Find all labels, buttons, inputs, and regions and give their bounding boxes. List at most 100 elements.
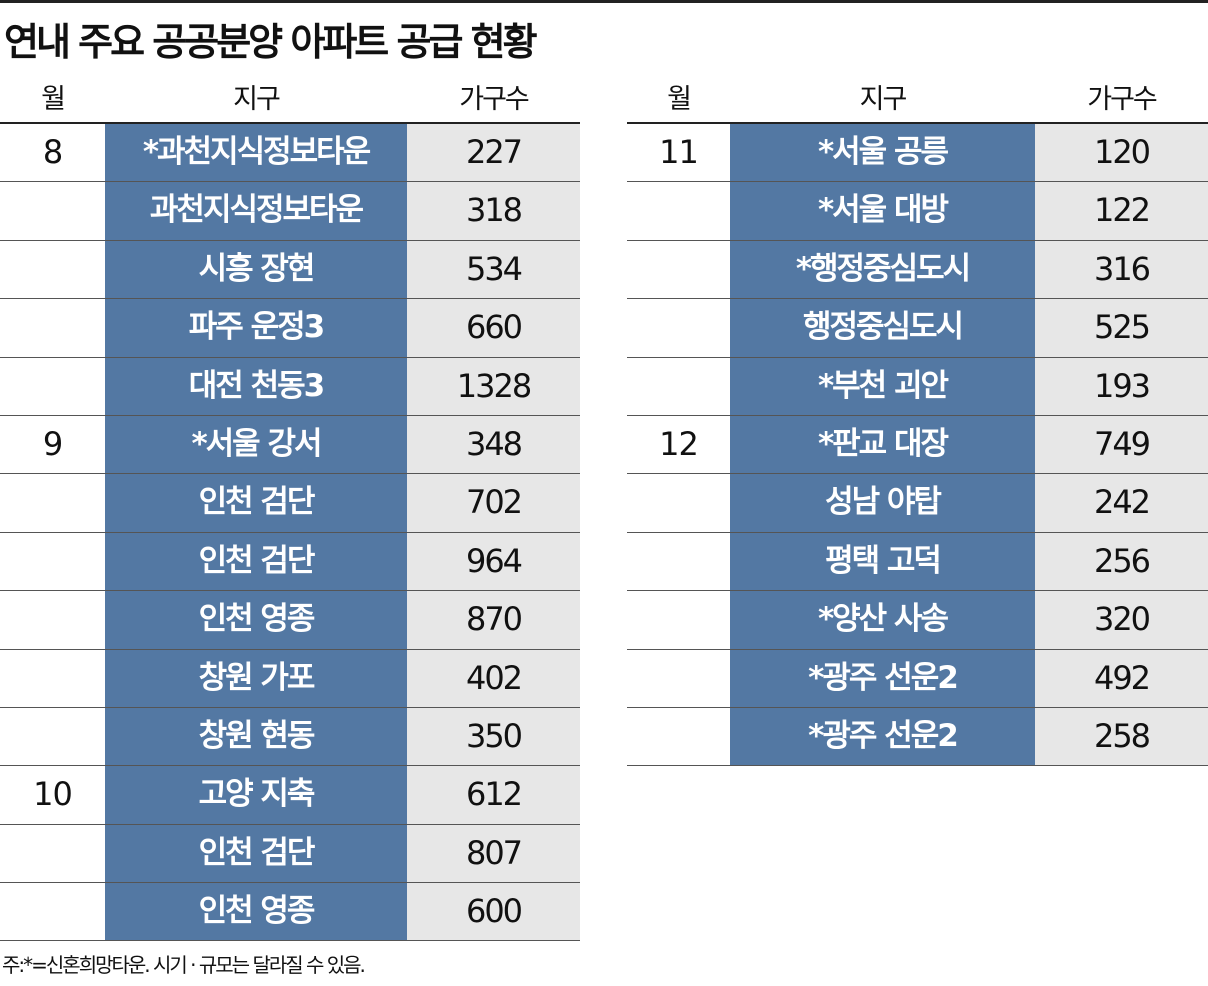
table-row: 12 *판교 대장 749 <box>627 415 1208 475</box>
header-month: 월 <box>41 84 66 115</box>
district-cell: *행정중심도시 <box>730 240 1035 299</box>
district-cell: 파주 운정3 <box>105 299 407 357</box>
units-cell: 1328 <box>407 357 580 415</box>
units-cell: 350 <box>407 707 580 766</box>
month-cell <box>627 708 730 765</box>
table-row: 파주 운정3 660 <box>0 299 580 358</box>
table-row: 성남 야탑 242 <box>627 474 1208 533</box>
month-cell <box>627 358 730 415</box>
table-body: 11 *서울 공릉 120 *서울 대방 122 *행정중심도시 316 행정중심도시 525 *… <box>627 124 1208 767</box>
header-units: 가구수 <box>459 84 530 115</box>
units-cell: 193 <box>1035 357 1208 415</box>
district-cell: 인천 검단 <box>105 532 407 591</box>
units-cell: 122 <box>1035 182 1208 240</box>
table-row: 인천 영종 870 <box>0 591 580 650</box>
table-row: 인천 검단 702 <box>0 474 580 533</box>
district-cell: *부천 괴안 <box>730 357 1035 415</box>
month-cell: 11 <box>659 133 699 171</box>
table-row: 인천 검단 807 <box>0 824 580 884</box>
units-cell: 612 <box>407 766 580 824</box>
table-row: 10 고양 지축 612 <box>0 766 580 825</box>
month-cell <box>0 591 105 648</box>
header-units: 가구수 <box>1087 84 1158 115</box>
table-body: 8 *과천지식정보타운 227 과천지식정보타운 318 시흥 장현 534 파주 운정3 66… <box>0 124 580 942</box>
month-cell <box>0 883 105 940</box>
month-cell: 9 <box>42 424 63 463</box>
table-row: 행정중심도시 525 <box>627 299 1208 358</box>
units-cell: 870 <box>407 591 580 649</box>
page-title: 연내 주요 공공분양 아파트 공급 현황 <box>4 20 538 64</box>
month-cell: 8 <box>42 133 63 171</box>
table-row: *부천 괴안 193 <box>627 357 1208 416</box>
table-header: 월 지구 가구수 <box>627 78 1208 124</box>
units-cell: 258 <box>1035 707 1208 766</box>
table-row: 대전 천동3 1328 <box>0 357 580 416</box>
district-cell: 과천지식정보타운 <box>105 182 407 240</box>
district-cell: *양산 사송 <box>730 591 1035 649</box>
units-cell: 807 <box>407 824 580 883</box>
month-cell <box>0 299 105 356</box>
table-row: 9 *서울 강서 348 <box>0 415 580 475</box>
district-cell: 고양 지축 <box>105 766 407 824</box>
table-row: *광주 선운2 492 <box>627 649 1208 708</box>
units-cell: 120 <box>1035 124 1208 182</box>
table-row: *행정중심도시 316 <box>627 240 1208 300</box>
month-cell <box>627 533 730 590</box>
month-cell <box>0 358 105 415</box>
table-row: 11 *서울 공릉 120 <box>627 124 1208 183</box>
month-cell <box>627 182 730 239</box>
units-cell: 318 <box>407 182 580 240</box>
right-table: 월 지구 가구수 11 *서울 공릉 120 *서울 대방 122 *행정중심도시 316 행… <box>627 78 1208 767</box>
units-cell: 316 <box>1035 240 1208 299</box>
units-cell: 525 <box>1035 299 1208 357</box>
table-row: 시흥 장현 534 <box>0 240 580 300</box>
units-cell: 600 <box>407 883 580 941</box>
month-cell <box>0 241 105 298</box>
month-cell <box>0 182 105 239</box>
table-row: 8 *과천지식정보타운 227 <box>0 124 580 183</box>
month-cell <box>0 825 105 882</box>
district-cell: 인천 영종 <box>105 591 407 649</box>
district-cell: 행정중심도시 <box>730 299 1035 357</box>
units-cell: 348 <box>407 415 580 474</box>
district-cell: *과천지식정보타운 <box>105 124 407 182</box>
month-cell <box>627 241 730 298</box>
table-row: *광주 선운2 258 <box>627 707 1208 767</box>
district-cell: 평택 고덕 <box>730 532 1035 591</box>
units-cell: 256 <box>1035 532 1208 591</box>
units-cell: 964 <box>407 532 580 591</box>
units-cell: 242 <box>1035 474 1208 532</box>
district-cell: 성남 야탑 <box>730 474 1035 532</box>
month-cell <box>0 533 105 590</box>
month-cell <box>627 650 730 707</box>
table-row: 과천지식정보타운 318 <box>0 182 580 241</box>
month-cell <box>0 474 105 531</box>
units-cell: 660 <box>407 299 580 357</box>
table-row: 인천 검단 964 <box>0 532 580 592</box>
header-district: 지구 <box>859 84 908 115</box>
district-cell: 창원 현동 <box>105 707 407 766</box>
table-header: 월 지구 가구수 <box>0 78 580 124</box>
table-row: 인천 영종 600 <box>0 883 580 942</box>
top-rule <box>0 0 1208 3</box>
district-cell: 인천 검단 <box>105 824 407 883</box>
units-cell: 402 <box>407 649 580 707</box>
units-cell: 227 <box>407 124 580 182</box>
table-row: *양산 사송 320 <box>627 591 1208 650</box>
table-row: *서울 대방 122 <box>627 182 1208 241</box>
district-cell: 인천 검단 <box>105 474 407 532</box>
table-row: 창원 가포 402 <box>0 649 580 708</box>
header-month: 월 <box>667 84 692 115</box>
month-cell <box>627 474 730 531</box>
units-cell: 749 <box>1035 415 1208 474</box>
district-cell: *광주 선운2 <box>730 707 1035 766</box>
month-cell <box>627 591 730 648</box>
month-cell <box>627 299 730 356</box>
units-cell: 492 <box>1035 649 1208 707</box>
month-cell <box>0 708 105 765</box>
district-cell: 인천 영종 <box>105 883 407 941</box>
district-cell: *서울 대방 <box>730 182 1035 240</box>
units-cell: 320 <box>1035 591 1208 649</box>
footnote: 주:*=신혼희망타운. 시기 · 규모는 달라질 수 있음. <box>2 953 366 977</box>
units-cell: 534 <box>407 240 580 299</box>
